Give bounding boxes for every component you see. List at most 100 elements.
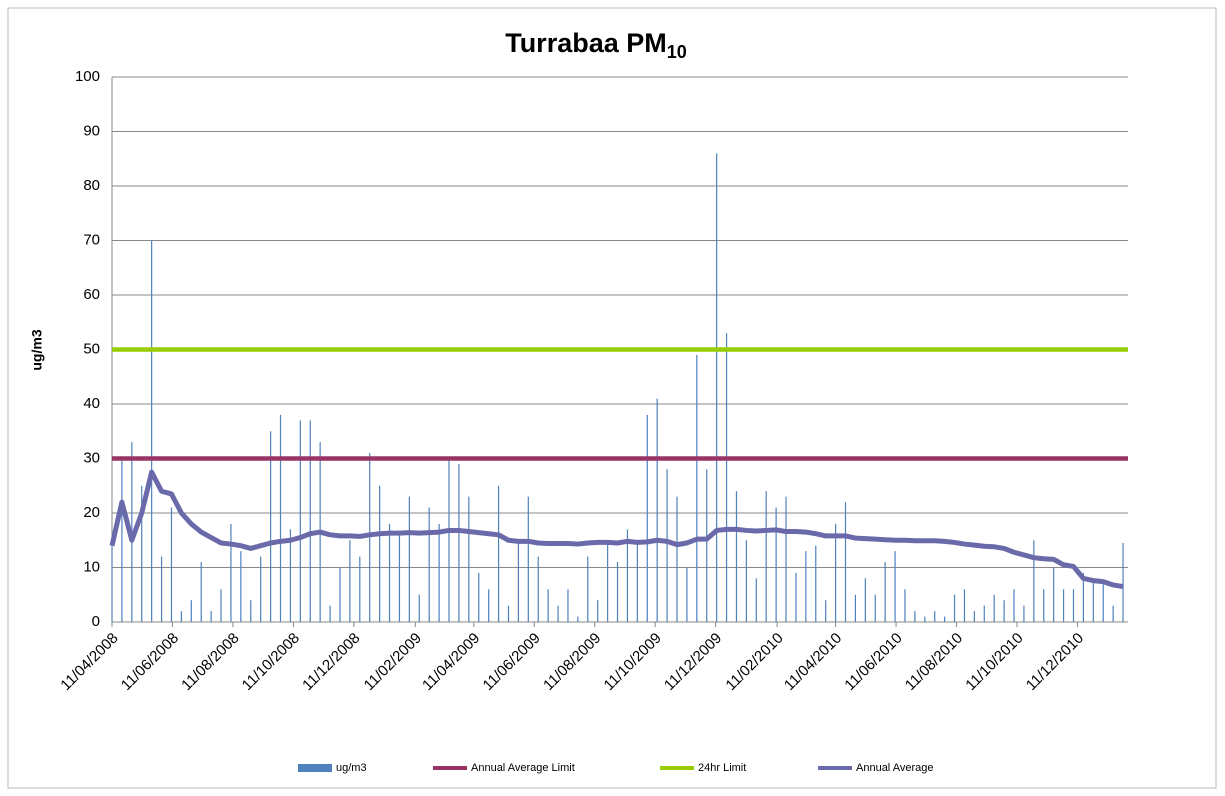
- bar: [924, 616, 926, 622]
- bar: [745, 540, 747, 622]
- bar: [874, 594, 876, 622]
- bar: [180, 611, 182, 622]
- bar: [210, 611, 212, 622]
- bar: [507, 605, 510, 622]
- bar: [696, 354, 698, 622]
- y-tick-label: 100: [75, 68, 100, 85]
- y-tick-label: 50: [83, 340, 100, 357]
- bar: [716, 153, 718, 623]
- bar: [914, 611, 916, 622]
- bar: [1102, 583, 1104, 622]
- bar: [1122, 542, 1124, 622]
- bar: [260, 556, 262, 622]
- bar: [1092, 578, 1094, 622]
- title-subscript: 10: [667, 42, 687, 62]
- bar: [488, 589, 490, 622]
- bar: [309, 420, 311, 622]
- legend-label: 24hr Limit: [698, 762, 746, 774]
- bar: [478, 572, 480, 622]
- bar: [686, 567, 688, 622]
- y-tick-label: 10: [83, 558, 100, 575]
- bar: [517, 540, 519, 622]
- legend-label: ug/m3: [336, 762, 367, 774]
- bar: [636, 540, 638, 622]
- bar: [825, 600, 827, 622]
- y-tick-label: 70: [83, 231, 100, 248]
- bar: [1082, 572, 1084, 622]
- bar: [567, 589, 569, 622]
- bar: [706, 469, 708, 622]
- bar: [973, 611, 975, 622]
- title-main: Turrabaa PM: [505, 28, 667, 58]
- bar: [993, 594, 995, 622]
- y-tick-label: 30: [83, 449, 100, 466]
- legend-label: Annual Average: [856, 762, 933, 774]
- bar: [418, 594, 420, 622]
- bar: [160, 556, 163, 622]
- bar: [815, 545, 817, 622]
- bar: [597, 600, 599, 622]
- y-axis-label: ug/m3: [29, 329, 45, 370]
- bar: [220, 589, 222, 622]
- y-tick-label: 20: [83, 504, 100, 521]
- bar: [339, 567, 341, 622]
- bar: [934, 611, 936, 622]
- bar: [1072, 589, 1075, 622]
- bar: [765, 491, 767, 622]
- bar: [607, 540, 609, 622]
- bar: [844, 502, 847, 622]
- bar: [1062, 589, 1065, 622]
- bar: [111, 545, 113, 622]
- bar: [269, 431, 272, 622]
- bar: [547, 589, 549, 622]
- average-line: [109, 469, 1124, 590]
- bar: [329, 605, 331, 622]
- bar: [805, 551, 807, 622]
- bar: [349, 540, 351, 622]
- bar: [200, 562, 202, 622]
- bar: [854, 594, 857, 622]
- bar: [725, 333, 728, 622]
- bar: [577, 616, 579, 622]
- bar: [537, 556, 539, 622]
- bar: [448, 458, 450, 622]
- bar: [1053, 567, 1055, 622]
- bar: [279, 414, 282, 622]
- bar: [468, 496, 470, 622]
- bar: [646, 414, 648, 622]
- legend-swatch: [298, 764, 332, 772]
- bar: [369, 453, 371, 622]
- bar: [190, 600, 192, 622]
- bar: [755, 578, 757, 622]
- bar: [884, 562, 886, 622]
- bar: [864, 578, 866, 622]
- bar: [904, 589, 906, 622]
- bar: [230, 523, 232, 622]
- bar: [388, 523, 391, 622]
- bar: [894, 551, 896, 622]
- bar: [121, 458, 123, 622]
- bar: [141, 485, 143, 622]
- bar: [676, 496, 678, 622]
- bar: [408, 496, 410, 622]
- y-tick-label: 80: [83, 177, 100, 194]
- bar: [379, 485, 381, 622]
- y-tick-label: 0: [92, 613, 100, 630]
- bar: [795, 572, 797, 622]
- bar: [626, 529, 629, 622]
- bar: [398, 534, 401, 622]
- bar: [359, 556, 361, 622]
- bar: [944, 616, 946, 622]
- bar: [616, 562, 619, 622]
- bar: [587, 556, 589, 622]
- bar: [1112, 605, 1114, 622]
- bar: [1033, 540, 1035, 622]
- bar: [1023, 605, 1025, 622]
- bar: [775, 507, 777, 622]
- bar: [299, 420, 301, 622]
- y-tick-label: 40: [83, 395, 100, 412]
- bar: [438, 523, 440, 622]
- bar: [428, 507, 430, 622]
- bar: [983, 605, 985, 622]
